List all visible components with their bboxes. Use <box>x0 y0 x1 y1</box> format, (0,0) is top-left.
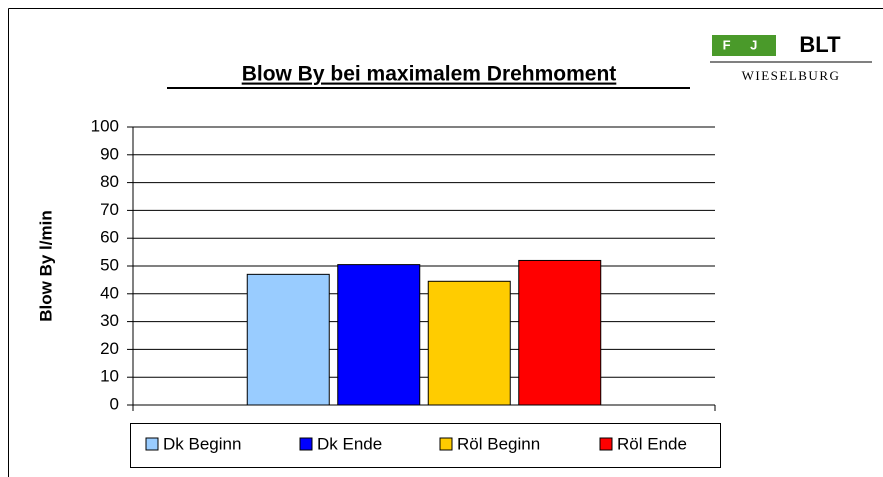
legend-label: Röl Beginn <box>457 434 540 453</box>
y-tick-label: 70 <box>100 200 119 219</box>
logo-name: BLT <box>799 32 841 57</box>
y-tick-label: 20 <box>100 339 119 358</box>
logo-badge <box>712 35 776 56</box>
legend-box <box>130 423 721 468</box>
legend-swatch <box>145 437 159 451</box>
legend-label: Dk Ende <box>317 434 382 453</box>
y-tick-label: 0 <box>110 394 119 413</box>
logo-badge-text: F J <box>723 37 766 52</box>
legend-swatch <box>439 437 453 451</box>
legend-label: Dk Beginn <box>163 434 241 453</box>
y-axis-label: Blow By l/min <box>36 210 55 321</box>
y-tick-label: 40 <box>100 283 119 302</box>
chart-title: Blow By bei maximalem Drehmoment <box>242 63 617 86</box>
logo: F J BLT WIESELBURG <box>710 32 872 83</box>
bar <box>246 273 330 406</box>
legend-label: Röl Ende <box>617 434 687 453</box>
bar <box>518 259 602 406</box>
y-tick-label: 80 <box>100 172 119 191</box>
legend-swatch <box>599 437 613 451</box>
bar <box>427 280 511 406</box>
y-tick-label: 50 <box>100 255 119 274</box>
y-tick-label: 30 <box>100 311 119 330</box>
y-tick-label: 10 <box>100 367 119 386</box>
y-tick-label: 60 <box>100 228 119 247</box>
logo-subtitle: WIESELBURG <box>742 68 841 83</box>
legend-swatch <box>299 437 313 451</box>
y-tick-label: 100 <box>91 116 119 135</box>
y-tick-label: 90 <box>100 144 119 163</box>
bar <box>337 264 421 406</box>
